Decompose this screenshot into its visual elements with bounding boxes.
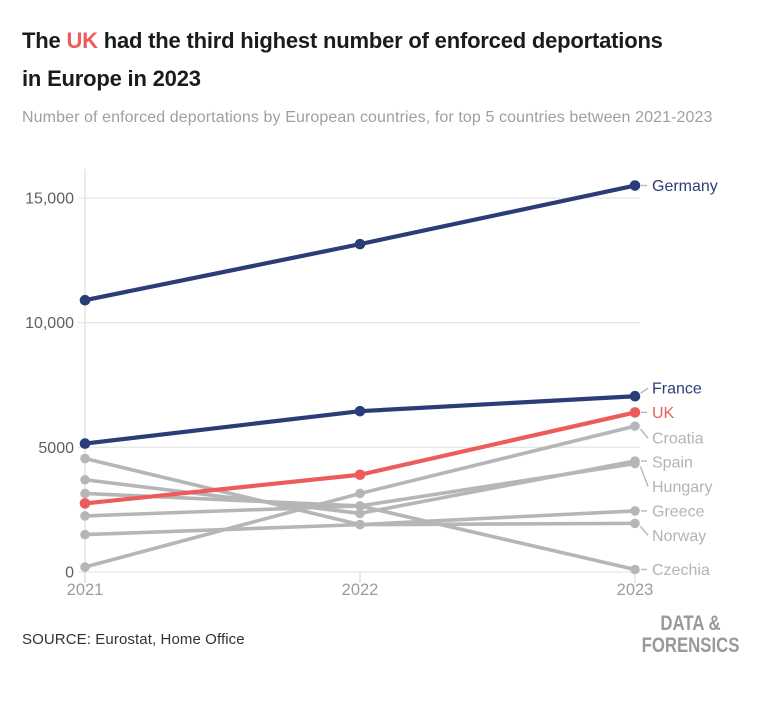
x-axis-tick-label: 2022	[342, 581, 379, 599]
title-text-post: had the third highest number of enforced…	[97, 28, 663, 53]
logo-line-2: FORENSICS	[641, 633, 739, 657]
deportations-line-chart: 0 5000 10,000 15,000 2021 2022 2023 Germany Fran…	[25, 169, 718, 599]
data-point-croatia	[630, 421, 640, 431]
label-leader-hungary	[639, 466, 649, 487]
data-point-czechia	[630, 564, 640, 575]
y-axis-tick-label: 15,000	[25, 191, 74, 208]
title-line-2: in Europe in 2023	[22, 66, 201, 91]
series-label-czechia: Czechia	[652, 562, 710, 579]
data-point-croatia	[80, 562, 90, 572]
data-point-germany	[79, 294, 91, 306]
data-point-france	[79, 438, 91, 449]
label-leader-france	[640, 387, 649, 394]
x-axis-tick-label: 2023	[617, 581, 654, 599]
data-point-greece	[80, 453, 90, 464]
y-axis-tick-label: 0	[65, 565, 74, 582]
data-point-france	[354, 405, 366, 417]
data-point-uk	[79, 498, 91, 509]
data-point-germany	[354, 238, 366, 250]
data-point-norway	[355, 519, 365, 530]
data-point-norway	[630, 518, 640, 529]
data-point-croatia	[355, 488, 365, 499]
series-label-spain: Spain	[652, 455, 693, 472]
title-uk-highlight: UK	[66, 28, 98, 53]
data-point-czechia	[80, 488, 90, 499]
series-label-hungary: Hungary	[652, 479, 712, 496]
y-axis-tick-label: 10,000	[25, 315, 74, 332]
data-point-hungary	[80, 511, 90, 521]
y-axis-tick-label: 5000	[38, 440, 74, 457]
data-point-uk	[354, 469, 366, 481]
page-title: The UK had the third highest number of e…	[22, 22, 663, 98]
data-point-germany	[629, 180, 641, 191]
label-leader-croatia	[639, 428, 649, 439]
chart-area: 0 5000 10,000 15,000 2021 2022 2023 Germany Fran…	[0, 165, 783, 600]
data-point-spain	[355, 508, 365, 519]
series-label-greece: Greece	[652, 503, 705, 520]
series-label-france: France	[652, 381, 702, 398]
data-point-hungary	[630, 458, 640, 469]
title-line-1: The UK had the third highest number of e…	[22, 22, 663, 60]
series-label-uk: UK	[652, 405, 675, 422]
series-label-norway: Norway	[652, 528, 706, 545]
data-point-uk	[629, 407, 641, 418]
source-label: SOURCE: Eurostat, Home Office	[22, 631, 245, 648]
label-leader-norway	[639, 525, 649, 536]
series-label-germany: Germany	[652, 178, 718, 195]
data-point-norway	[80, 529, 90, 540]
logo-line-1: DATA &	[659, 611, 721, 635]
data-point-france	[629, 390, 641, 402]
series-line-france	[82, 394, 638, 446]
series-label-croatia: Croatia	[652, 431, 704, 448]
x-axis-tick-label: 2021	[67, 581, 104, 599]
title-text-pre: The	[22, 28, 67, 53]
page-subtitle: Number of enforced deportations by Europ…	[22, 109, 713, 126]
data-point-spain	[80, 474, 90, 485]
data-forensics-logo: DATA & FORENSICS	[641, 612, 739, 656]
data-point-greece	[630, 506, 640, 516]
data-point-czechia	[355, 501, 365, 511]
